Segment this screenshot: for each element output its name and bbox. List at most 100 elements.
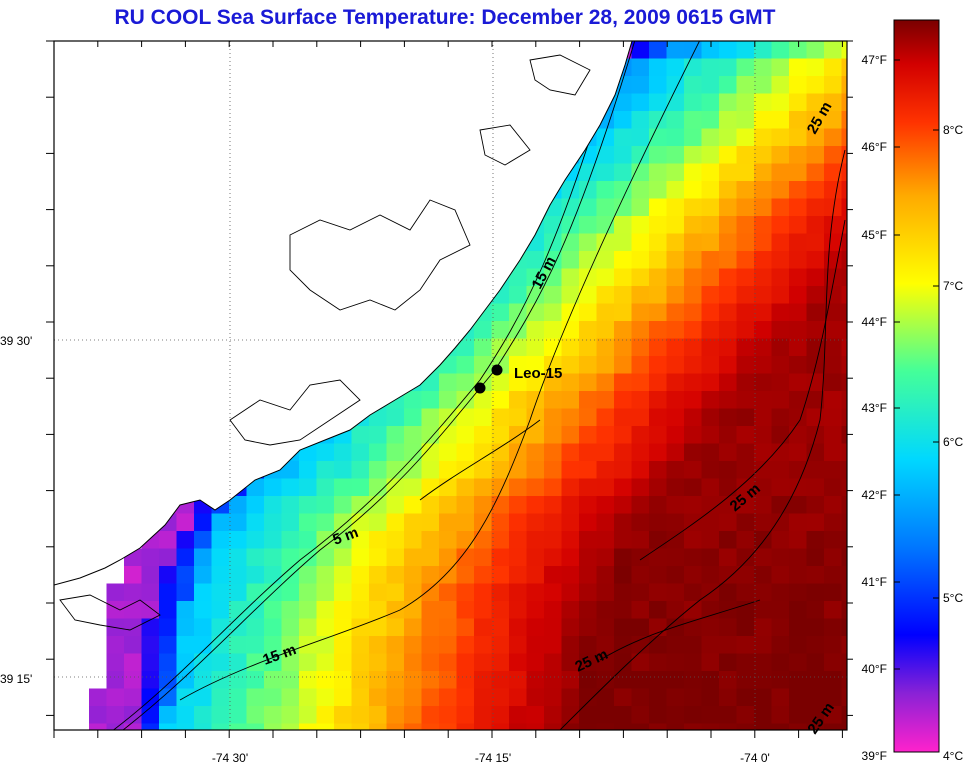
sst-cell: [684, 321, 702, 339]
sst-cell: [737, 706, 755, 724]
sst-cell: [229, 636, 247, 654]
sst-cell: [597, 479, 615, 497]
sst-cell: [194, 654, 212, 672]
sst-cell: [142, 549, 160, 567]
sst-cell: [842, 549, 860, 567]
sst-cell: [387, 549, 405, 567]
sst-cell: [579, 461, 597, 479]
sst-cell: [684, 724, 702, 742]
sst-cell: [614, 496, 632, 514]
sst-cell: [702, 636, 720, 654]
sst-cell: [247, 689, 265, 707]
sst-cell: [177, 531, 195, 549]
sst-cell: [527, 339, 545, 357]
fahrenheit-label: 42°F: [862, 488, 887, 502]
sst-cell: [492, 514, 510, 532]
sst-cell: [509, 321, 527, 339]
sst-cell: [247, 566, 265, 584]
sst-cell: [842, 76, 860, 94]
sst-cell: [404, 601, 422, 619]
sst-cell: [807, 146, 825, 164]
sst-cell: [649, 164, 667, 182]
sst-cell: [702, 269, 720, 287]
sst-cell: [649, 619, 667, 637]
sst-cell: [649, 391, 667, 409]
sst-cell: [719, 59, 737, 77]
sst-cell: [597, 496, 615, 514]
sst-cell: [229, 531, 247, 549]
sst-cell: [842, 181, 860, 199]
sst-cell: [684, 461, 702, 479]
sst-cell: [702, 216, 720, 234]
sst-cell: [597, 566, 615, 584]
sst-cell: [737, 339, 755, 357]
sst-cell: [439, 496, 457, 514]
sst-cell: [614, 531, 632, 549]
sst-cell: [107, 601, 125, 619]
sst-cell: [159, 654, 177, 672]
sst-cell: [824, 549, 842, 567]
sst-cell: [702, 514, 720, 532]
sst-cell: [597, 584, 615, 602]
celsius-label: 6°C: [943, 435, 963, 449]
sst-cell: [842, 391, 860, 409]
sst-cell: [789, 234, 807, 252]
sst-cell: [614, 251, 632, 269]
sst-cell: [264, 671, 282, 689]
sst-cell: [369, 689, 387, 707]
sst-cell: [614, 514, 632, 532]
sst-cell: [212, 601, 230, 619]
sst-cell: [439, 479, 457, 497]
sst-cell: [754, 286, 772, 304]
sst-cell: [754, 514, 772, 532]
sst-cell: [807, 234, 825, 252]
sst-cell: [579, 374, 597, 392]
sst-cell: [439, 391, 457, 409]
sst-cell: [247, 619, 265, 637]
sst-cell: [579, 601, 597, 619]
sst-cell: [107, 689, 125, 707]
sst-cell: [719, 514, 737, 532]
sst-cell: [772, 94, 790, 112]
sst-cell: [282, 496, 300, 514]
sst-cell: [597, 706, 615, 724]
sst-cell: [597, 164, 615, 182]
sst-cell: [597, 146, 615, 164]
sst-cell: [807, 269, 825, 287]
sst-cell: [614, 304, 632, 322]
sst-cell: [492, 531, 510, 549]
sst-cell: [194, 724, 212, 742]
sst-cell: [719, 199, 737, 217]
sst-cell: [719, 129, 737, 147]
sst-cell: [194, 601, 212, 619]
sst-cell: [842, 94, 860, 112]
sst-cell: [754, 269, 772, 287]
sst-cell: [772, 269, 790, 287]
sst-cell: [684, 164, 702, 182]
sst-cell: [684, 304, 702, 322]
sst-cell: [527, 601, 545, 619]
sst-cell: [807, 584, 825, 602]
sst-cell: [474, 514, 492, 532]
station-marker: [475, 383, 486, 394]
sst-cell: [684, 689, 702, 707]
sst-cell: [649, 444, 667, 462]
sst-cell: [754, 374, 772, 392]
sst-cell: [107, 671, 125, 689]
sst-cell: [264, 496, 282, 514]
sst-cell: [299, 619, 317, 637]
sst-cell: [579, 689, 597, 707]
sst-cell: [772, 479, 790, 497]
sst-cell: [772, 129, 790, 147]
sst-cell: [159, 549, 177, 567]
sst-cell: [492, 566, 510, 584]
sst-cell: [807, 164, 825, 182]
sst-cell: [614, 164, 632, 182]
sst-cell: [807, 671, 825, 689]
sst-cell: [807, 496, 825, 514]
sst-cell: [807, 514, 825, 532]
sst-cell: [492, 689, 510, 707]
sst-cell: [667, 321, 685, 339]
sst-cell: [737, 531, 755, 549]
sst-cell: [632, 706, 650, 724]
